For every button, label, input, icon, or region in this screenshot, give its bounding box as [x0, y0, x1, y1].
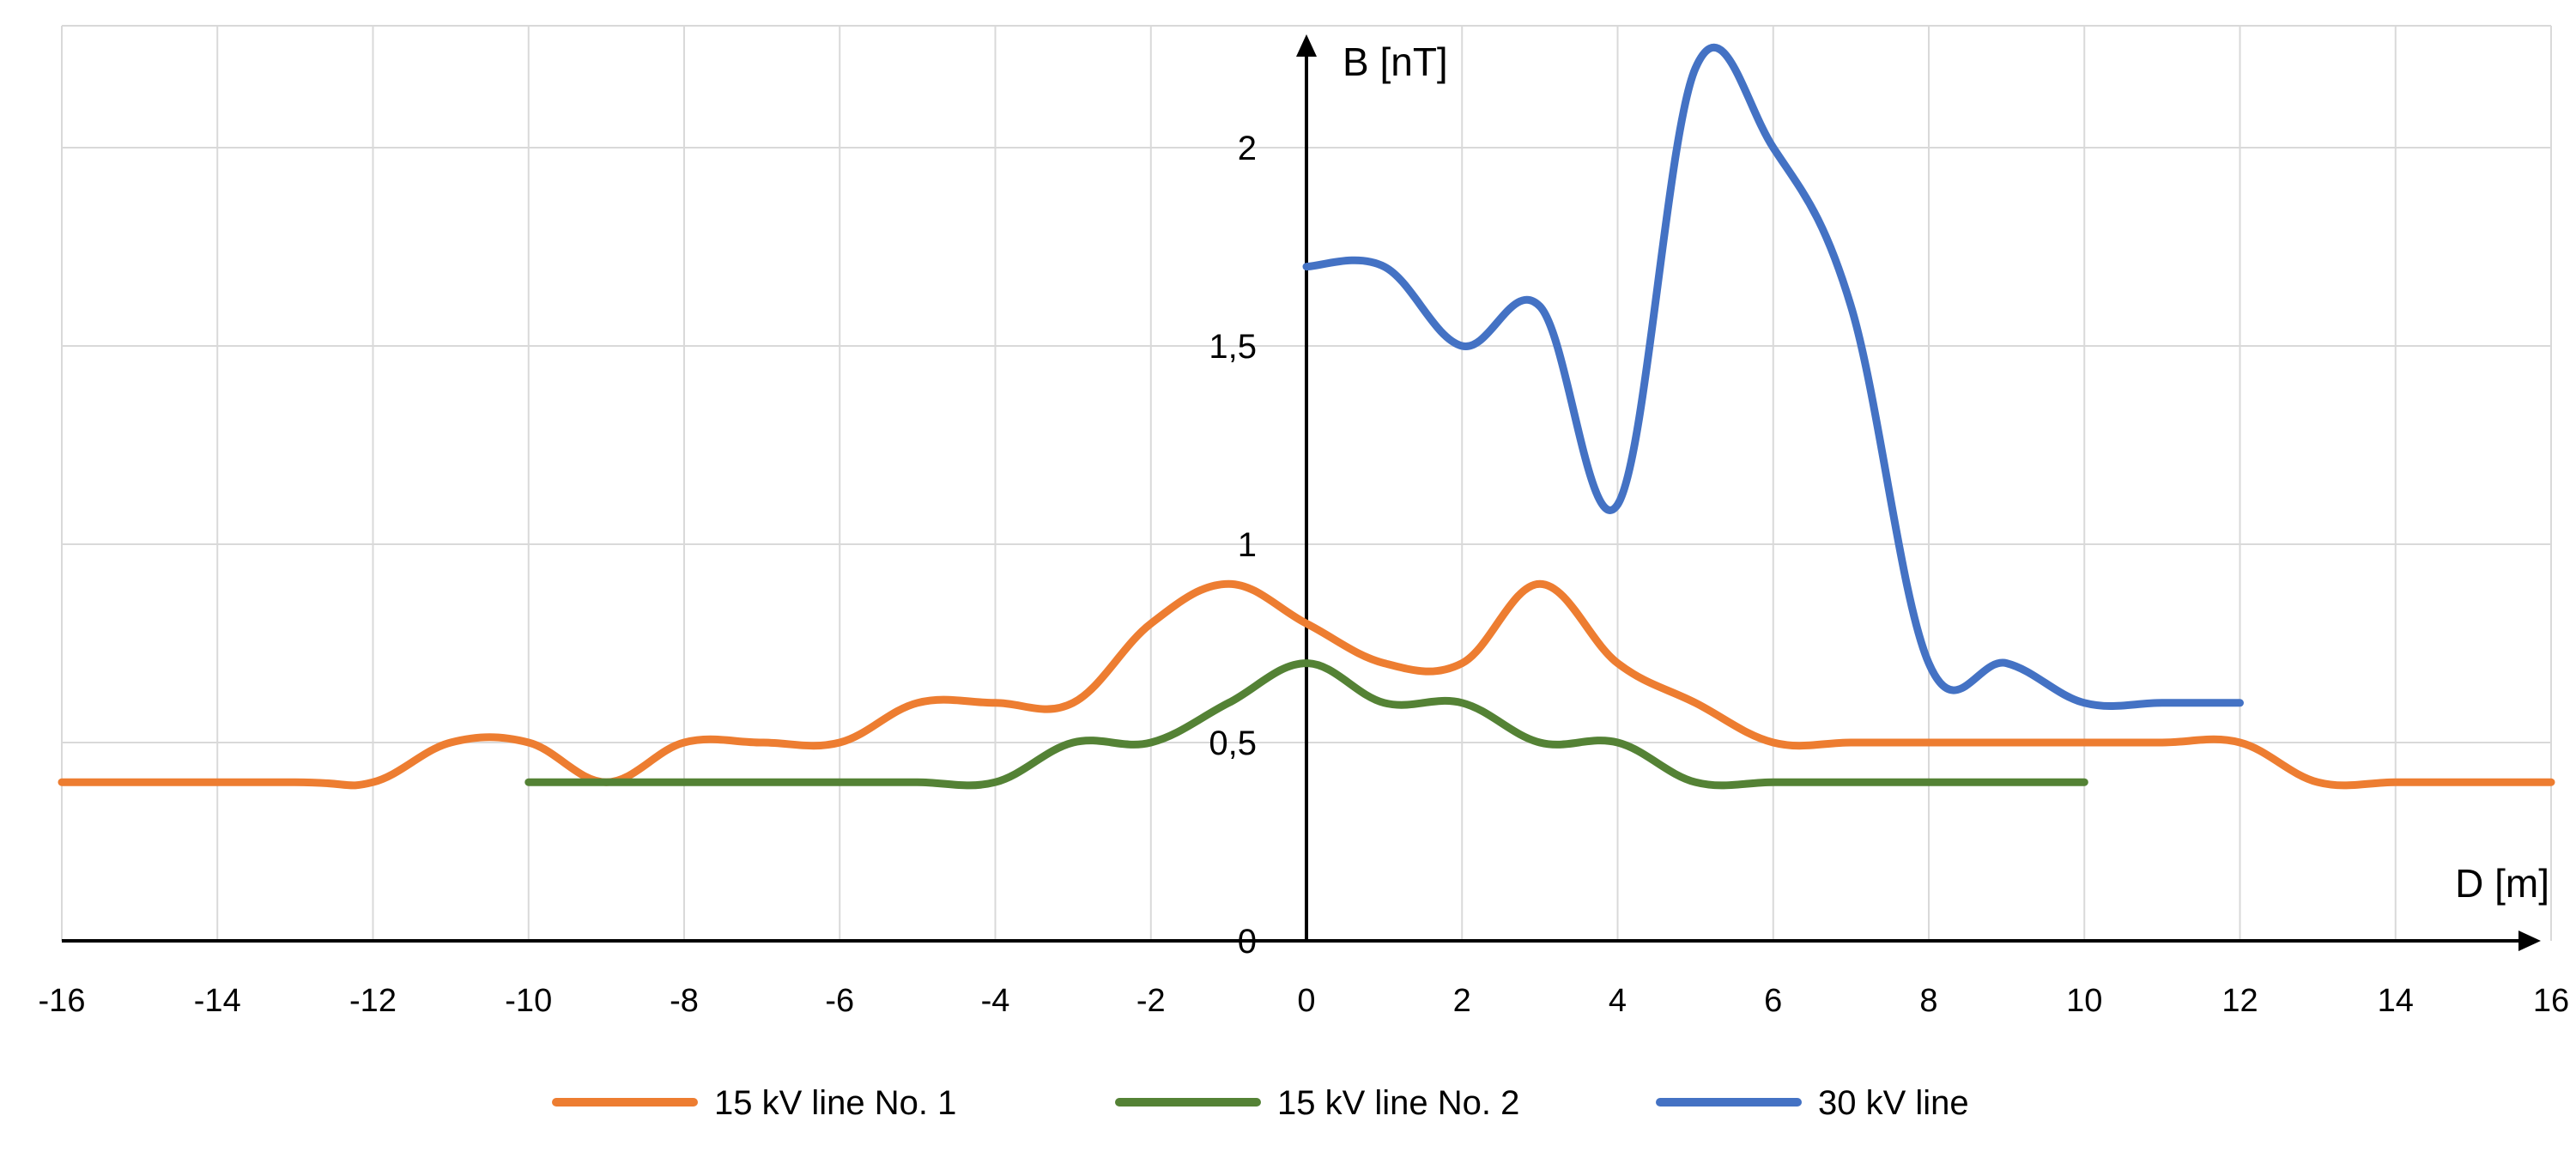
legend: 15 kV line No. 1 15 kV line No. 2 30 kV li… — [552, 1084, 1969, 1122]
x-tick-label-12: 12 — [2221, 983, 2258, 1019]
legend-label-15-kv-line-no-1: 15 kV line No. 1 — [714, 1084, 956, 1122]
x-tick-label-6: 6 — [1764, 983, 1782, 1019]
x-tick-label-4: -4 — [981, 983, 1010, 1019]
x-axis-title: D [m] — [2455, 861, 2549, 906]
y-axis-arrowhead — [1296, 34, 1317, 57]
y-axis-title: B [nT] — [1343, 39, 1448, 84]
x-tick-label-8: -8 — [670, 983, 699, 1019]
x-tick-label-12: -12 — [349, 983, 397, 1019]
x-tick-label-6: -6 — [825, 983, 854, 1019]
origin-label: 0 — [1238, 923, 1257, 961]
series-line-15-kv-line-no-2 — [524, 659, 2088, 790]
y-tick-label-0-5: 0,5 — [1209, 725, 1257, 762]
series-line-30-kv-line — [1302, 43, 2244, 710]
series-line-15-kv-line-no-1 — [58, 579, 2555, 790]
y-tick-label-1-5: 1,5 — [1209, 328, 1257, 366]
axes — [62, 34, 2541, 951]
tick-labels: -16 -14 -12 -10 -8 -6 -4 -2 0 2 4 6 8 10 12 14 16 0,5 1 1,5… — [39, 130, 2570, 1019]
legend-label-30-kv-line: 30 kV line — [1818, 1084, 1969, 1122]
x-axis-arrowhead — [2518, 931, 2541, 951]
x-tick-label-10: 10 — [2066, 983, 2102, 1019]
legend-label-15-kv-line-no-2: 15 kV line No. 2 — [1277, 1084, 1519, 1122]
x-tick-label-14: -14 — [194, 983, 241, 1019]
x-tick-label-8: 8 — [1919, 983, 1937, 1019]
x-tick-label-4: 4 — [1609, 983, 1627, 1019]
x-tick-label-10: -10 — [505, 983, 552, 1019]
x-tick-label-2: 2 — [1453, 983, 1471, 1019]
y-tick-label-2: 2 — [1238, 130, 1257, 167]
series-layer — [58, 43, 2555, 790]
x-tick-label-16: 16 — [2533, 983, 2569, 1019]
x-tick-label-16: -16 — [39, 983, 86, 1019]
x-tick-label-14: 14 — [2378, 983, 2414, 1019]
y-tick-label-1: 1 — [1238, 526, 1257, 564]
x-tick-label-2: -2 — [1136, 983, 1166, 1019]
x-tick-label-0: 0 — [1297, 983, 1315, 1019]
